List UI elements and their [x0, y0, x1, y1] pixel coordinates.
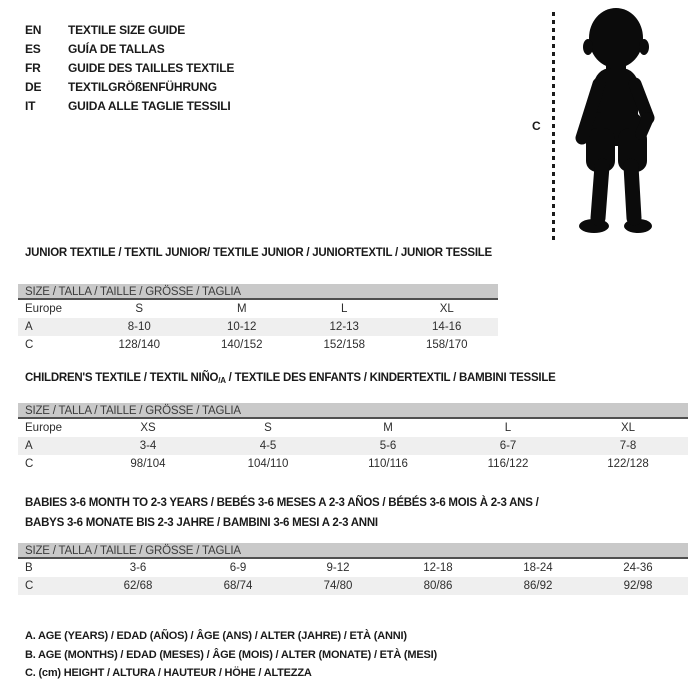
table-body: Europe XS S M L XL A 3-4 4-5 5-6 6-7 7-8 C 98/104 104/…: [18, 419, 688, 473]
table-row: C 98/104 104/110 110/116 116/122 122/128: [18, 455, 688, 473]
table-cell: 10-12: [227, 321, 257, 333]
table-body: Europe S M L XL A 8-10 10-12 12-13 14-16 C 128/140 1…: [18, 300, 498, 354]
babies-size-table: SIZE / TALLA / TAILLE / GRÖSSE / TAGLIA …: [18, 543, 688, 595]
table-cell: M: [236, 303, 247, 315]
size-header-bar: SIZE / TALLA / TAILLE / GRÖSSE / TAGLIA: [18, 403, 688, 419]
table-cell: 6-7: [499, 440, 517, 452]
table-cell: 3-6: [129, 562, 147, 574]
table-cell: 152/158: [323, 339, 366, 351]
table-cell: 14-16: [432, 321, 462, 333]
table-cell: S: [264, 422, 272, 434]
table-cell: 104/110: [247, 458, 289, 470]
table-cell: 68/74: [223, 580, 253, 592]
table-cell: S: [135, 303, 144, 315]
table-cell: 74/80: [323, 580, 353, 592]
table-cell: 86/92: [523, 580, 553, 592]
table-cell: 9-12: [326, 562, 350, 574]
legend-notes: A. AGE (YEARS) / EDAD (AÑOS) / ÂGE (ANS)…: [25, 627, 437, 683]
language-row-it: IT GUIDA ALLE TAGLIE TESSILI: [25, 97, 234, 116]
table-row: C 62/68 68/74 74/80 80/86 86/92 92/98: [18, 577, 688, 595]
row-label: A: [25, 321, 33, 333]
language-code: EN: [25, 23, 42, 37]
table-cell: 12-18: [423, 562, 453, 574]
table-cell: 3-4: [139, 440, 157, 452]
row-label: C: [25, 339, 34, 351]
title-line-2: BABYS 3-6 MONATE BIS 2-3 JAHRE / BAMBINI…: [25, 517, 378, 529]
table-cell: 122/128: [607, 458, 649, 470]
size-header-bar: SIZE / TALLA / TAILLE / GRÖSSE / TAGLIA: [18, 284, 498, 300]
language-row-es: ES GUÍA DE TALLAS: [25, 40, 234, 59]
height-measure-dashed-line: [552, 12, 555, 243]
table-cell: M: [383, 422, 393, 434]
table-cell: 110/116: [368, 458, 408, 470]
section-title-children: CHILDREN'S TEXTILE / TEXTIL NIÑO/A / TEX…: [25, 372, 556, 385]
children-size-table: SIZE / TALLA / TAILLE / GRÖSSE / TAGLIA …: [18, 403, 688, 473]
row-label: C: [25, 580, 34, 592]
language-title: GUIDA ALLE TAGLIE TESSILI: [68, 99, 231, 113]
language-title: TEXTILE SIZE GUIDE: [68, 23, 186, 37]
table-cell: 24-36: [623, 562, 653, 574]
table-cell: 4-5: [259, 440, 277, 452]
table-cell: 8-10: [127, 321, 151, 333]
language-row-fr: FR GUIDE DES TAILLES TEXTILE: [25, 59, 234, 78]
note-b: B. AGE (MONTHS) / EDAD (MESES) / ÂGE (MO…: [25, 648, 437, 661]
table-row: Europe S M L XL: [18, 300, 498, 318]
table-row: A 3-4 4-5 5-6 6-7 7-8: [18, 437, 688, 455]
table-cell: 128/140: [118, 339, 161, 351]
language-legend: EN TEXTILE SIZE GUIDE ES GUÍA DE TALLAS …: [25, 21, 234, 116]
section-title-junior: JUNIOR TEXTILE / TEXTIL JUNIOR/ TEXTILE …: [25, 247, 492, 259]
section-title-babies: BABIES 3-6 MONTH TO 2-3 YEARS / BEBÉS 3-…: [25, 493, 539, 533]
language-code: FR: [25, 61, 41, 75]
measure-label-c: C: [532, 119, 541, 133]
table-cell: 80/86: [423, 580, 453, 592]
language-code: DE: [25, 80, 42, 94]
table-cell: 7-8: [619, 440, 637, 452]
row-label: A: [25, 440, 33, 452]
table-row: B 3-6 6-9 9-12 12-18 18-24 24-36: [18, 559, 688, 577]
table-cell: 6-9: [229, 562, 247, 574]
language-title: TEXTILGRÖßENFÜHRUNG: [68, 80, 217, 94]
table-row: A 8-10 10-12 12-13 14-16: [18, 318, 498, 336]
title-subscript: /A: [218, 376, 226, 385]
size-header-bar: SIZE / TALLA / TAILLE / GRÖSSE / TAGLIA: [18, 543, 688, 559]
table-body: B 3-6 6-9 9-12 12-18 18-24 24-36 C 62/68 68/74 74/…: [18, 559, 688, 595]
title-part: CHILDREN'S TEXTILE / TEXTIL NIÑO: [25, 372, 219, 384]
title-part: / TEXTILE DES ENFANTS / KINDERTEXTIL / B…: [225, 372, 556, 384]
table-cell: XL: [439, 303, 454, 315]
table-row: C 128/140 140/152 152/158 158/170: [18, 336, 498, 354]
table-cell: XL: [620, 422, 636, 434]
row-label: B: [25, 562, 33, 574]
table-cell: 140/152: [220, 339, 263, 351]
table-row: Europe XS S M L XL: [18, 419, 688, 437]
table-cell: 12-13: [329, 321, 359, 333]
language-row-en: EN TEXTILE SIZE GUIDE: [25, 21, 234, 40]
table-cell: 116/122: [487, 458, 529, 470]
table-cell: 158/170: [425, 339, 468, 351]
table-cell: XS: [140, 422, 156, 434]
junior-size-table: SIZE / TALLA / TAILLE / GRÖSSE / TAGLIA …: [18, 284, 498, 354]
table-cell: 92/98: [623, 580, 653, 592]
language-code: IT: [25, 99, 36, 113]
title-line-1: BABIES 3-6 MONTH TO 2-3 YEARS / BEBÉS 3-…: [25, 497, 539, 509]
language-row-de: DE TEXTILGRÖßENFÜHRUNG: [25, 78, 234, 97]
note-a: A. AGE (YEARS) / EDAD (AÑOS) / ÂGE (ANS)…: [25, 630, 407, 642]
row-label: Europe: [25, 303, 63, 315]
language-title: GUÍA DE TALLAS: [68, 42, 165, 56]
language-code: ES: [25, 42, 41, 56]
table-cell: 18-24: [523, 562, 553, 574]
table-cell: 62/68: [123, 580, 153, 592]
language-title: GUIDE DES TAILLES TEXTILE: [68, 61, 235, 75]
table-cell: L: [504, 422, 512, 434]
row-label: C: [25, 458, 34, 470]
row-label: Europe: [25, 422, 63, 434]
note-c: C. (cm) HEIGHT / ALTURA / HAUTEUR / HÖHE…: [25, 667, 312, 679]
table-cell: 98/104: [130, 458, 166, 470]
table-cell: 5-6: [379, 440, 397, 452]
table-cell: L: [341, 303, 348, 315]
baby-silhouette: [575, 8, 655, 233]
